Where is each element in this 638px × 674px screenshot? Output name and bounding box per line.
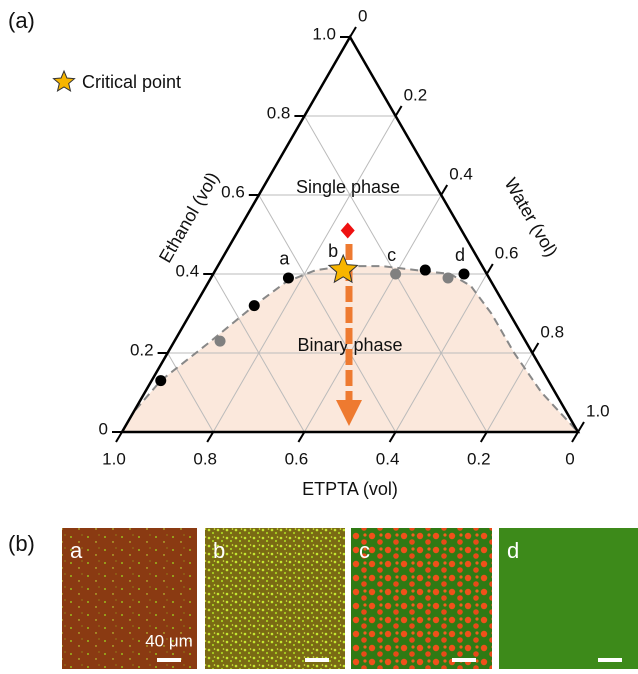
axis-label: Ethanol (vol): [155, 169, 223, 267]
micrograph: [499, 528, 638, 669]
point: [390, 269, 401, 280]
tick-mark: [396, 106, 402, 116]
tick-mark: [578, 422, 584, 432]
axis-label: ETPTA (vol): [302, 479, 398, 499]
point: [283, 272, 294, 283]
point-label: c: [387, 245, 396, 265]
tick-mark: [487, 264, 493, 274]
tick-mark: [207, 432, 213, 442]
micrographs: a 40 μm b c d: [62, 528, 638, 669]
tick-mark: [350, 27, 356, 37]
water-tick-label: 0: [358, 6, 367, 25]
scale-bar: [598, 658, 622, 662]
tick-mark: [116, 432, 122, 442]
tick-mark: [390, 432, 396, 442]
image-label: c: [359, 538, 370, 563]
point: [341, 223, 355, 239]
water-tick-label: 0.6: [495, 243, 519, 262]
tick-mark: [441, 185, 447, 195]
image-label: a: [70, 538, 83, 563]
etpta-tick-label: 0.8: [193, 449, 217, 468]
tick-mark: [572, 432, 578, 442]
image-label: b: [213, 538, 225, 563]
ethanol-tick-label: 0.4: [176, 261, 200, 280]
ethanol-tick-label: 0.6: [221, 182, 245, 201]
legend-marker: [54, 71, 75, 91]
water-tick-label: 0.4: [449, 164, 473, 183]
ethanol-tick-label: 0.8: [267, 103, 291, 122]
point-label: d: [455, 245, 465, 265]
ethanol-tick-label: 0.2: [130, 340, 154, 359]
water-tick-label: 0.2: [404, 85, 428, 104]
legend-label: Critical point: [82, 72, 181, 92]
point-label: b: [328, 241, 338, 261]
image-label: d: [507, 538, 519, 563]
micrograph: [351, 528, 492, 669]
tick-mark: [298, 432, 304, 442]
scale-bar: [157, 658, 181, 662]
micrograph: [205, 528, 345, 669]
figure: (a) 0 0.2 0.4 0.6 0.8 1.0 0 0.2 0.4 0.6 0.8 1.0 1.0 0…: [0, 0, 638, 669]
etpta-tick-label: 0.4: [376, 449, 400, 468]
point: [215, 336, 226, 347]
water-tick-label: 1.0: [586, 401, 610, 420]
etpta-tick-label: 0.2: [467, 449, 491, 468]
ethanol-tick-label: 0: [99, 419, 108, 438]
point: [459, 269, 470, 280]
point: [249, 300, 260, 311]
point: [443, 272, 454, 283]
tick-mark: [532, 343, 538, 353]
water-tick-label: 0.8: [540, 322, 564, 341]
scale-bar: [452, 658, 476, 662]
panel-label: (a): [8, 8, 35, 33]
region-label: Single phase: [296, 177, 400, 197]
etpta-tick-label: 1.0: [102, 449, 126, 468]
etpta-tick-label: 0.6: [285, 449, 309, 468]
point: [155, 375, 166, 386]
point-label: a: [279, 249, 290, 269]
ethanol-tick-label: 1.0: [312, 24, 336, 43]
etpta-tick-label: 0: [565, 449, 574, 468]
scale-bar: [305, 658, 329, 662]
point: [420, 265, 431, 276]
scale-label: 40 μm: [145, 631, 193, 650]
tick-mark: [481, 432, 487, 442]
panel-label: (b): [8, 531, 35, 556]
